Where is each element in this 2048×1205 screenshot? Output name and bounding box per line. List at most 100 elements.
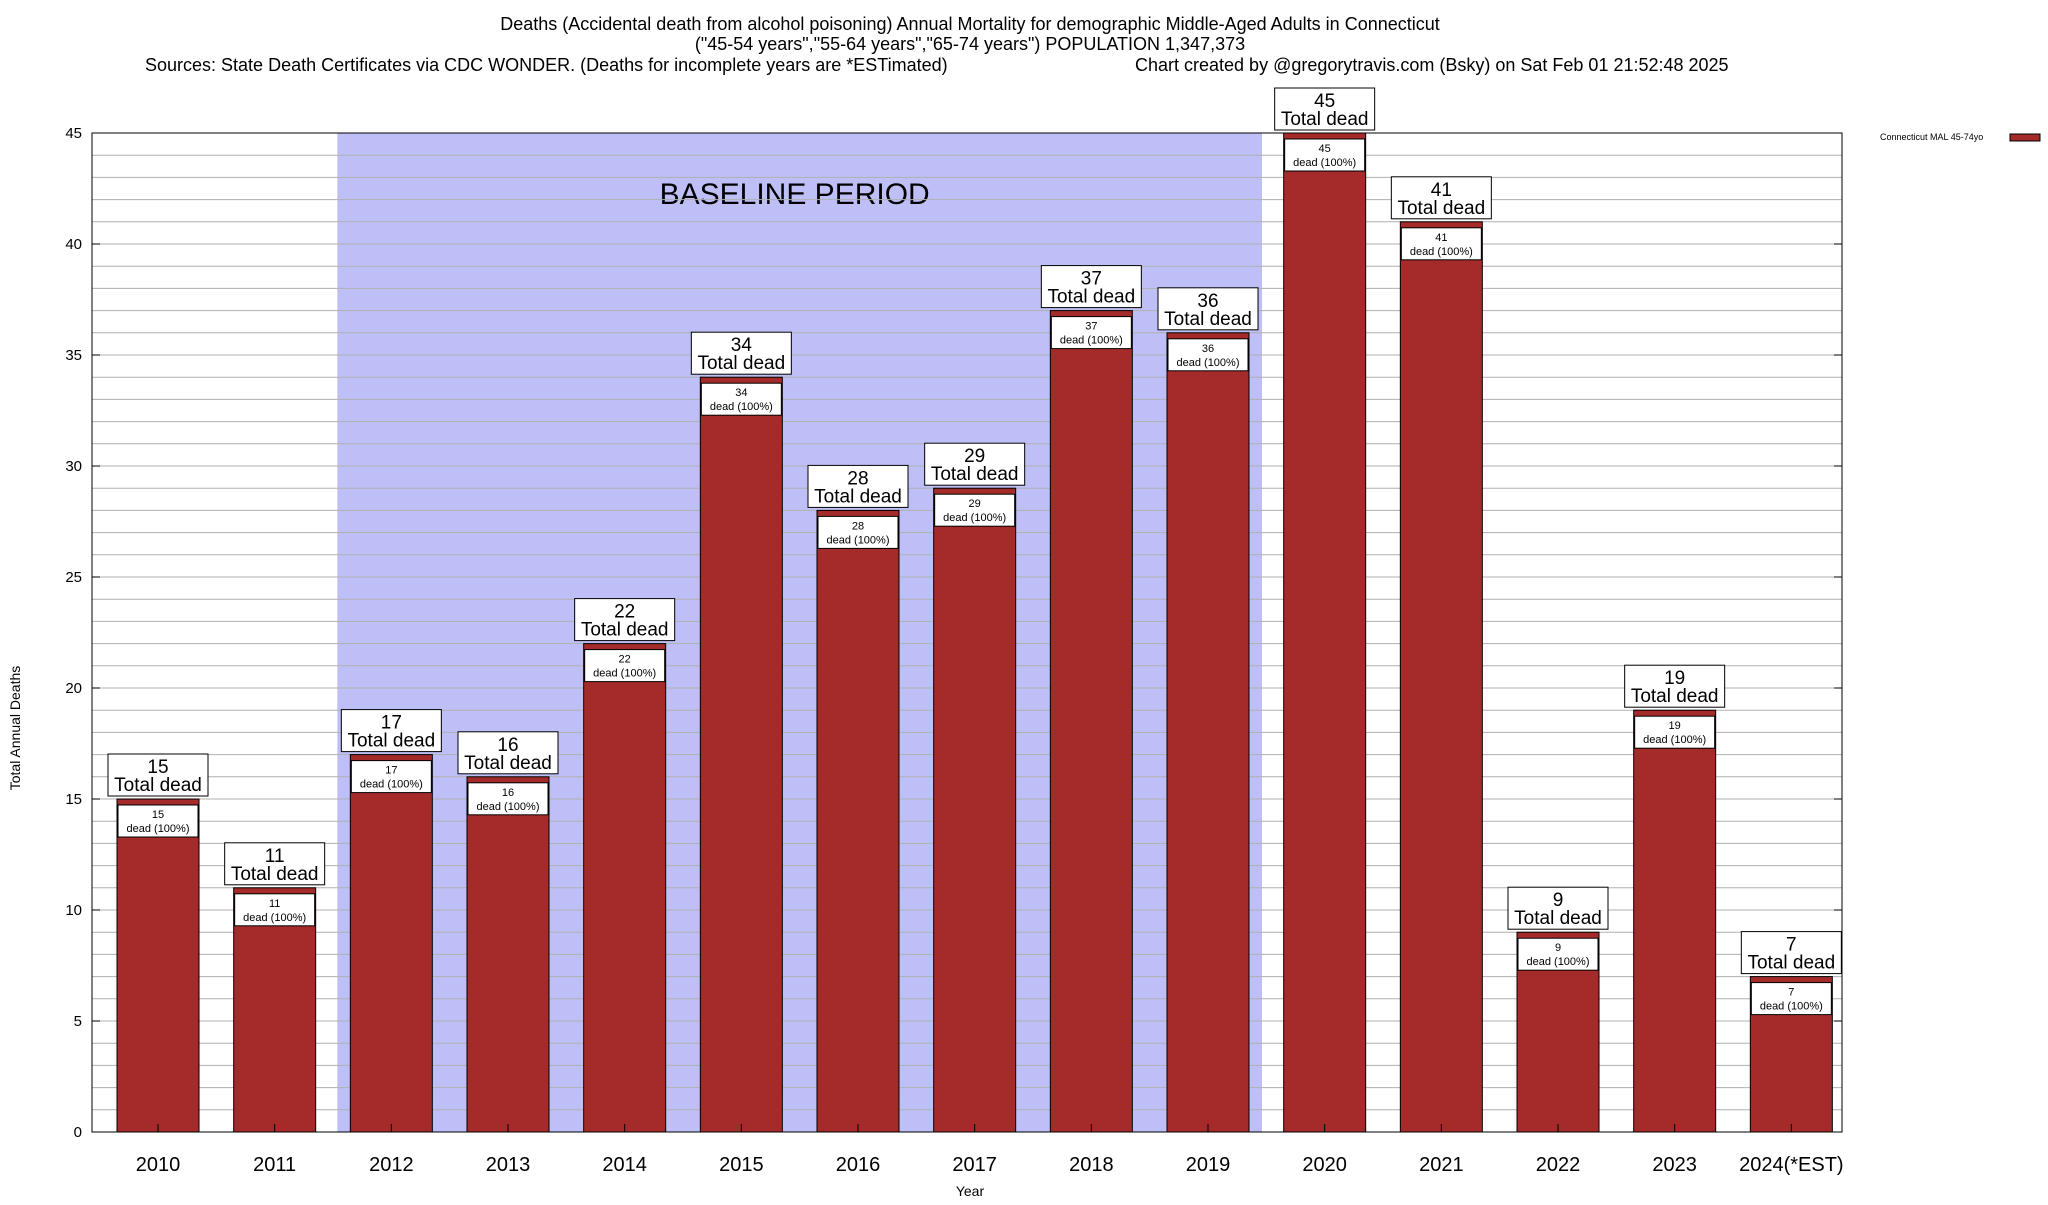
total-label-text: Total dead <box>1047 287 1135 308</box>
total-label-value: 9 <box>1553 890 1564 911</box>
bar-label-text: dead (100%) <box>943 512 1006 524</box>
bar-label-box <box>117 804 199 838</box>
x-tick-label: 2015 <box>719 1154 764 1176</box>
total-label-box <box>1507 886 1609 930</box>
bar-2017 <box>933 487 1017 1133</box>
x-tick-label: 2018 <box>1069 1154 1114 1176</box>
total-label-value: 29 <box>964 446 985 467</box>
total-label-value: 37 <box>1081 269 1102 290</box>
bar-label-text: dead (100%) <box>127 823 190 835</box>
bar-label-value: 17 <box>385 765 397 777</box>
bar-2021 <box>1399 221 1483 1133</box>
total-label-value: 19 <box>1664 668 1685 689</box>
total-label-box <box>690 331 792 375</box>
total-label-text: Total dead <box>814 486 902 507</box>
x-tick-label: 2022 <box>1536 1154 1581 1176</box>
total-label-box <box>1740 931 1842 975</box>
bar-label-value: 15 <box>152 809 164 821</box>
x-tick-label: 2013 <box>486 1154 531 1176</box>
chart-subtitle: ("45-54 years","55-64 years","65-74 year… <box>695 34 1245 54</box>
total-label-value: 22 <box>614 602 635 623</box>
bar-label-box <box>1050 316 1132 350</box>
bar-label-value: 9 <box>1555 942 1561 954</box>
total-label-box <box>1390 176 1492 220</box>
x-tick-label: 2014 <box>602 1154 647 1176</box>
bar-label-value: 34 <box>735 387 747 399</box>
bar-label-box <box>584 649 666 683</box>
total-label-box <box>1274 87 1376 131</box>
bar-2013 <box>466 776 550 1133</box>
x-tick-label: 2024(*EST) <box>1739 1154 1844 1176</box>
bar-label-box <box>700 382 782 416</box>
y-tick-label: 10 <box>65 902 82 919</box>
total-label-text: Total dead <box>114 775 202 796</box>
total-label-value: 17 <box>381 713 402 734</box>
total-label-text: Total dead <box>464 753 552 774</box>
legend-label: Connecticut MAL 45-74yo <box>1880 132 1983 142</box>
total-label-value: 16 <box>497 735 518 756</box>
bar-label-value: 11 <box>269 898 280 910</box>
total-label-text: Total dead <box>1747 953 1835 974</box>
bar-label-box <box>1167 338 1249 372</box>
bar-label-value: 7 <box>1788 987 1794 999</box>
total-label-text: Total dead <box>347 731 435 752</box>
bar-label-box <box>1400 227 1482 261</box>
bar-label-text: dead (100%) <box>1177 357 1240 369</box>
x-tick-label: 2021 <box>1419 1154 1464 1176</box>
bar-label-box <box>817 515 899 549</box>
bar-label-text: dead (100%) <box>1527 956 1590 968</box>
x-tick-label: 2020 <box>1302 1154 1347 1176</box>
bar-2015 <box>699 376 783 1133</box>
y-tick-label: 40 <box>65 236 82 253</box>
total-label-text: Total dead <box>1514 908 1602 929</box>
total-label-box <box>457 731 559 775</box>
total-label-value: 34 <box>731 335 753 356</box>
x-tick-label: 2023 <box>1652 1154 1697 1176</box>
x-tick-label: 2010 <box>136 1154 181 1176</box>
bar-label-value: 19 <box>1669 720 1681 732</box>
total-label-text: Total dead <box>231 864 319 885</box>
total-label-box <box>224 842 326 886</box>
total-label-value: 45 <box>1314 91 1335 112</box>
x-axis-label: Year <box>956 1183 985 1199</box>
total-label-box <box>807 464 909 508</box>
bar-2010 <box>116 798 200 1133</box>
bar-2023 <box>1633 709 1717 1133</box>
total-label-text: Total dead <box>1164 309 1252 330</box>
chart-sources: Sources: State Death Certificates via CD… <box>145 55 948 75</box>
total-label-box <box>107 753 209 797</box>
bar-label-value: 16 <box>502 787 514 799</box>
y-tick-label: 30 <box>65 458 82 475</box>
total-label-box <box>574 598 676 642</box>
bar-2016 <box>816 509 900 1133</box>
baseline-label: BASELINE PERIOD <box>660 178 930 211</box>
bar-label-value: 28 <box>852 520 864 532</box>
bar-label-text: dead (100%) <box>710 401 773 413</box>
plot-frame <box>91 132 1843 1133</box>
total-label-value: 28 <box>847 468 868 489</box>
total-label-box <box>1624 664 1726 708</box>
total-label-text: Total dead <box>1631 686 1719 707</box>
bar-label-text: dead (100%) <box>1643 734 1706 746</box>
y-tick-label: 0 <box>74 1124 82 1141</box>
bar-label-value: 41 <box>1435 232 1447 244</box>
bar-label-value: 45 <box>1319 143 1331 155</box>
bar-2018 <box>1049 310 1133 1133</box>
total-label-value: 7 <box>1786 935 1797 956</box>
bar-label-text: dead (100%) <box>593 668 656 680</box>
bar-2012 <box>349 754 433 1133</box>
bar-label-text: dead (100%) <box>1410 246 1473 258</box>
total-label-value: 11 <box>265 846 285 867</box>
total-label-box <box>340 709 442 753</box>
chart-credit: Chart created by @gregorytravis.com (Bsk… <box>1135 55 1729 75</box>
x-tick-label: 2012 <box>369 1154 414 1176</box>
total-label-value: 15 <box>147 757 168 778</box>
x-tick-label: 2011 <box>253 1154 296 1176</box>
y-tick-label: 20 <box>65 680 82 697</box>
bar-label-value: 37 <box>1085 321 1097 333</box>
bar-label-text: dead (100%) <box>477 801 540 813</box>
bar-label-value: 29 <box>969 498 981 510</box>
bar-label-box <box>350 760 432 794</box>
